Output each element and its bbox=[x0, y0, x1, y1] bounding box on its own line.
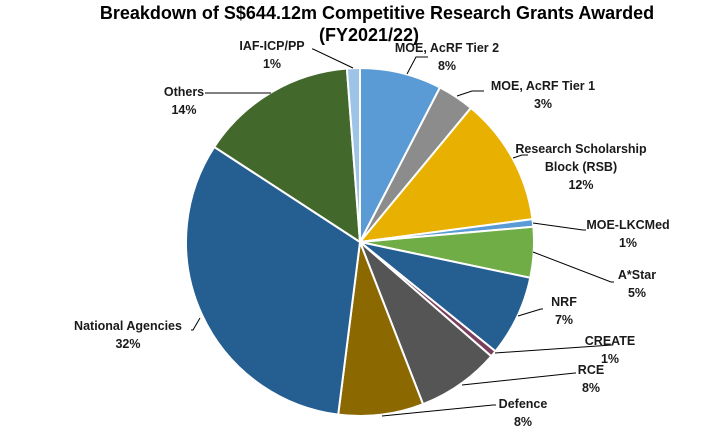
leader-line bbox=[512, 154, 528, 159]
slice-name-label: MOE, AcRF Tier 2 bbox=[395, 41, 499, 55]
leader-line bbox=[191, 317, 201, 331]
chart-title: Breakdown of S$644.12m Competitive Resea… bbox=[100, 3, 654, 23]
leader-line bbox=[312, 48, 354, 69]
pie-slices bbox=[185, 66, 535, 418]
pie-slice-research-scholarship-block-rsb bbox=[357, 106, 534, 244]
slice-percent-label: 5% bbox=[628, 286, 646, 300]
slice-label: National Agencies 32% bbox=[74, 319, 182, 351]
slice-name-label: Others bbox=[164, 85, 204, 99]
slice-percent-label: 1% bbox=[263, 57, 281, 71]
slice-percent-label: 1% bbox=[601, 352, 619, 366]
slice-name-label: Research Scholarship bbox=[515, 142, 647, 156]
slice-labels: MOE, AcRF Tier 2 8% MOE, AcRF Tier 1 3% Rese… bbox=[74, 39, 670, 429]
slice-percent-label: 14% bbox=[171, 103, 196, 117]
slice-percent-label: 8% bbox=[438, 59, 456, 73]
slice-name-label: Block (RSB) bbox=[545, 160, 617, 174]
slice-name-label: RCE bbox=[578, 363, 604, 377]
slice-label: Others 14% bbox=[164, 85, 204, 117]
leader-lines bbox=[191, 48, 614, 417]
slice-name-label: MOE, AcRF Tier 1 bbox=[491, 79, 595, 93]
leader-line bbox=[494, 344, 613, 354]
slice-label: CREATE 1% bbox=[585, 334, 635, 366]
slice-name-label: MOE-LKCMed bbox=[586, 218, 669, 232]
slice-percent-label: 12% bbox=[568, 178, 593, 192]
slice-name-label: IAF-ICP/PP bbox=[239, 39, 304, 53]
slice-label: MOE, AcRF Tier 2 8% bbox=[395, 41, 499, 73]
pie-slice-others bbox=[212, 67, 362, 244]
leader-line bbox=[456, 90, 484, 97]
slice-label: NRF 7% bbox=[551, 295, 577, 327]
slice-name-label: CREATE bbox=[585, 334, 635, 348]
slice-name-label: Defence bbox=[499, 397, 548, 411]
slice-name-label: National Agencies bbox=[74, 319, 182, 333]
slice-percent-label: 3% bbox=[534, 97, 552, 111]
slice-percent-label: 32% bbox=[115, 337, 140, 351]
leader-line bbox=[517, 308, 543, 317]
leader-line bbox=[461, 372, 576, 386]
slice-percent-label: 8% bbox=[582, 381, 600, 395]
pie-slice-iaf-icp-pp bbox=[345, 66, 361, 243]
slice-percent-label: 7% bbox=[555, 313, 573, 327]
slice-label: MOE, AcRF Tier 1 3% bbox=[491, 79, 595, 111]
slice-label: Defence 8% bbox=[499, 397, 548, 429]
slice-percent-label: 1% bbox=[619, 236, 637, 250]
chart-subtitle: (FY2021/22) bbox=[319, 25, 419, 45]
slice-percent-label: 8% bbox=[514, 415, 532, 429]
slice-label: A*Star 5% bbox=[618, 268, 656, 300]
leader-line bbox=[406, 56, 428, 75]
leader-line bbox=[532, 251, 614, 283]
leader-line bbox=[381, 404, 496, 417]
slice-label: MOE-LKCMed 1% bbox=[586, 218, 669, 250]
slice-name-label: NRF bbox=[551, 295, 577, 309]
slice-label: RCE 8% bbox=[578, 363, 604, 395]
slice-label: IAF-ICP/PP 1% bbox=[239, 39, 304, 71]
slice-name-label: A*Star bbox=[618, 268, 656, 282]
slice-label: Research Scholarship Block (RSB) 12% bbox=[515, 142, 647, 192]
leader-line bbox=[532, 222, 586, 231]
